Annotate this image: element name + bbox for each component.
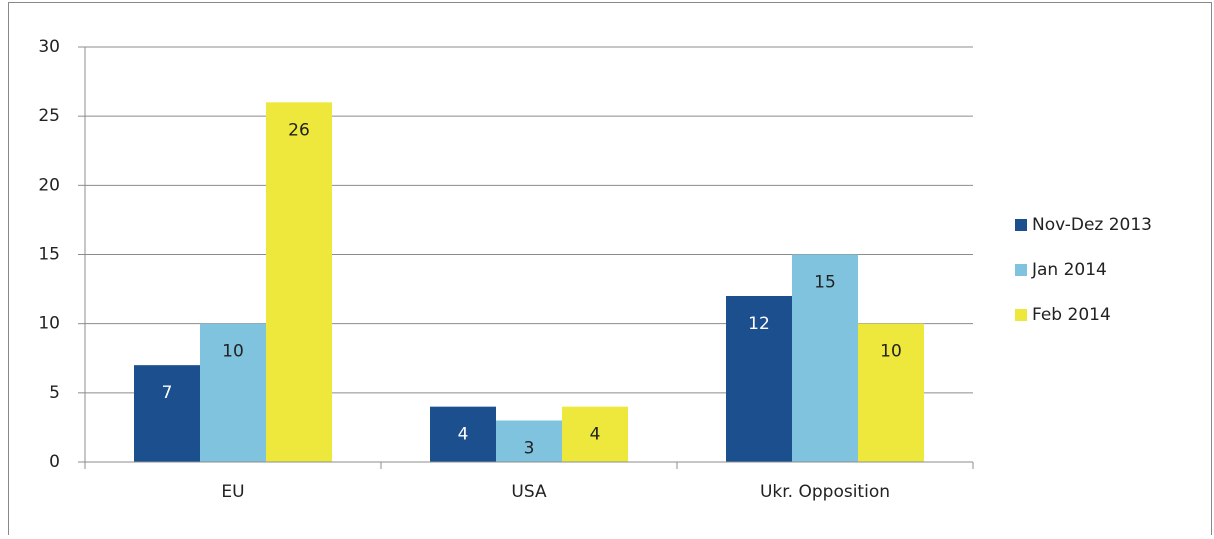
data-label: 3 [524, 439, 535, 459]
y-tick-label: 20 [38, 175, 60, 195]
bar [200, 323, 266, 462]
data-label: 10 [880, 342, 902, 362]
y-tick-label: 30 [38, 37, 60, 57]
bar [134, 365, 200, 462]
data-label: 26 [288, 120, 310, 140]
x-tick-label: EU [221, 482, 244, 502]
y-tick-label: 0 [49, 452, 60, 472]
y-tick-label: 15 [38, 245, 60, 265]
data-label: 7 [162, 383, 173, 403]
legend-swatch [1015, 264, 1027, 276]
y-tick-label: 25 [38, 106, 60, 126]
y-tick-label: 5 [49, 383, 60, 403]
bar [726, 296, 792, 462]
data-label: 10 [222, 342, 244, 362]
data-label: 4 [458, 425, 469, 445]
data-label: 12 [748, 314, 770, 334]
bar [430, 406, 496, 462]
frame [8, 2, 1212, 539]
data-label: 15 [814, 273, 836, 293]
legend-label: Jan 2014 [1031, 260, 1107, 280]
legend-swatch [1015, 309, 1027, 321]
bar [562, 406, 628, 462]
legend-swatch [1015, 219, 1027, 231]
bar [792, 254, 858, 462]
legend-label: Feb 2014 [1032, 305, 1111, 325]
bar [496, 420, 562, 462]
y-tick-label: 10 [38, 314, 60, 334]
x-tick-label: Ukr. Opposition [760, 482, 890, 502]
bar [858, 323, 924, 462]
data-label: 4 [590, 425, 601, 445]
bar [266, 102, 332, 462]
legend-label: Nov-Dez 2013 [1032, 215, 1152, 235]
x-tick-label: USA [511, 482, 547, 502]
